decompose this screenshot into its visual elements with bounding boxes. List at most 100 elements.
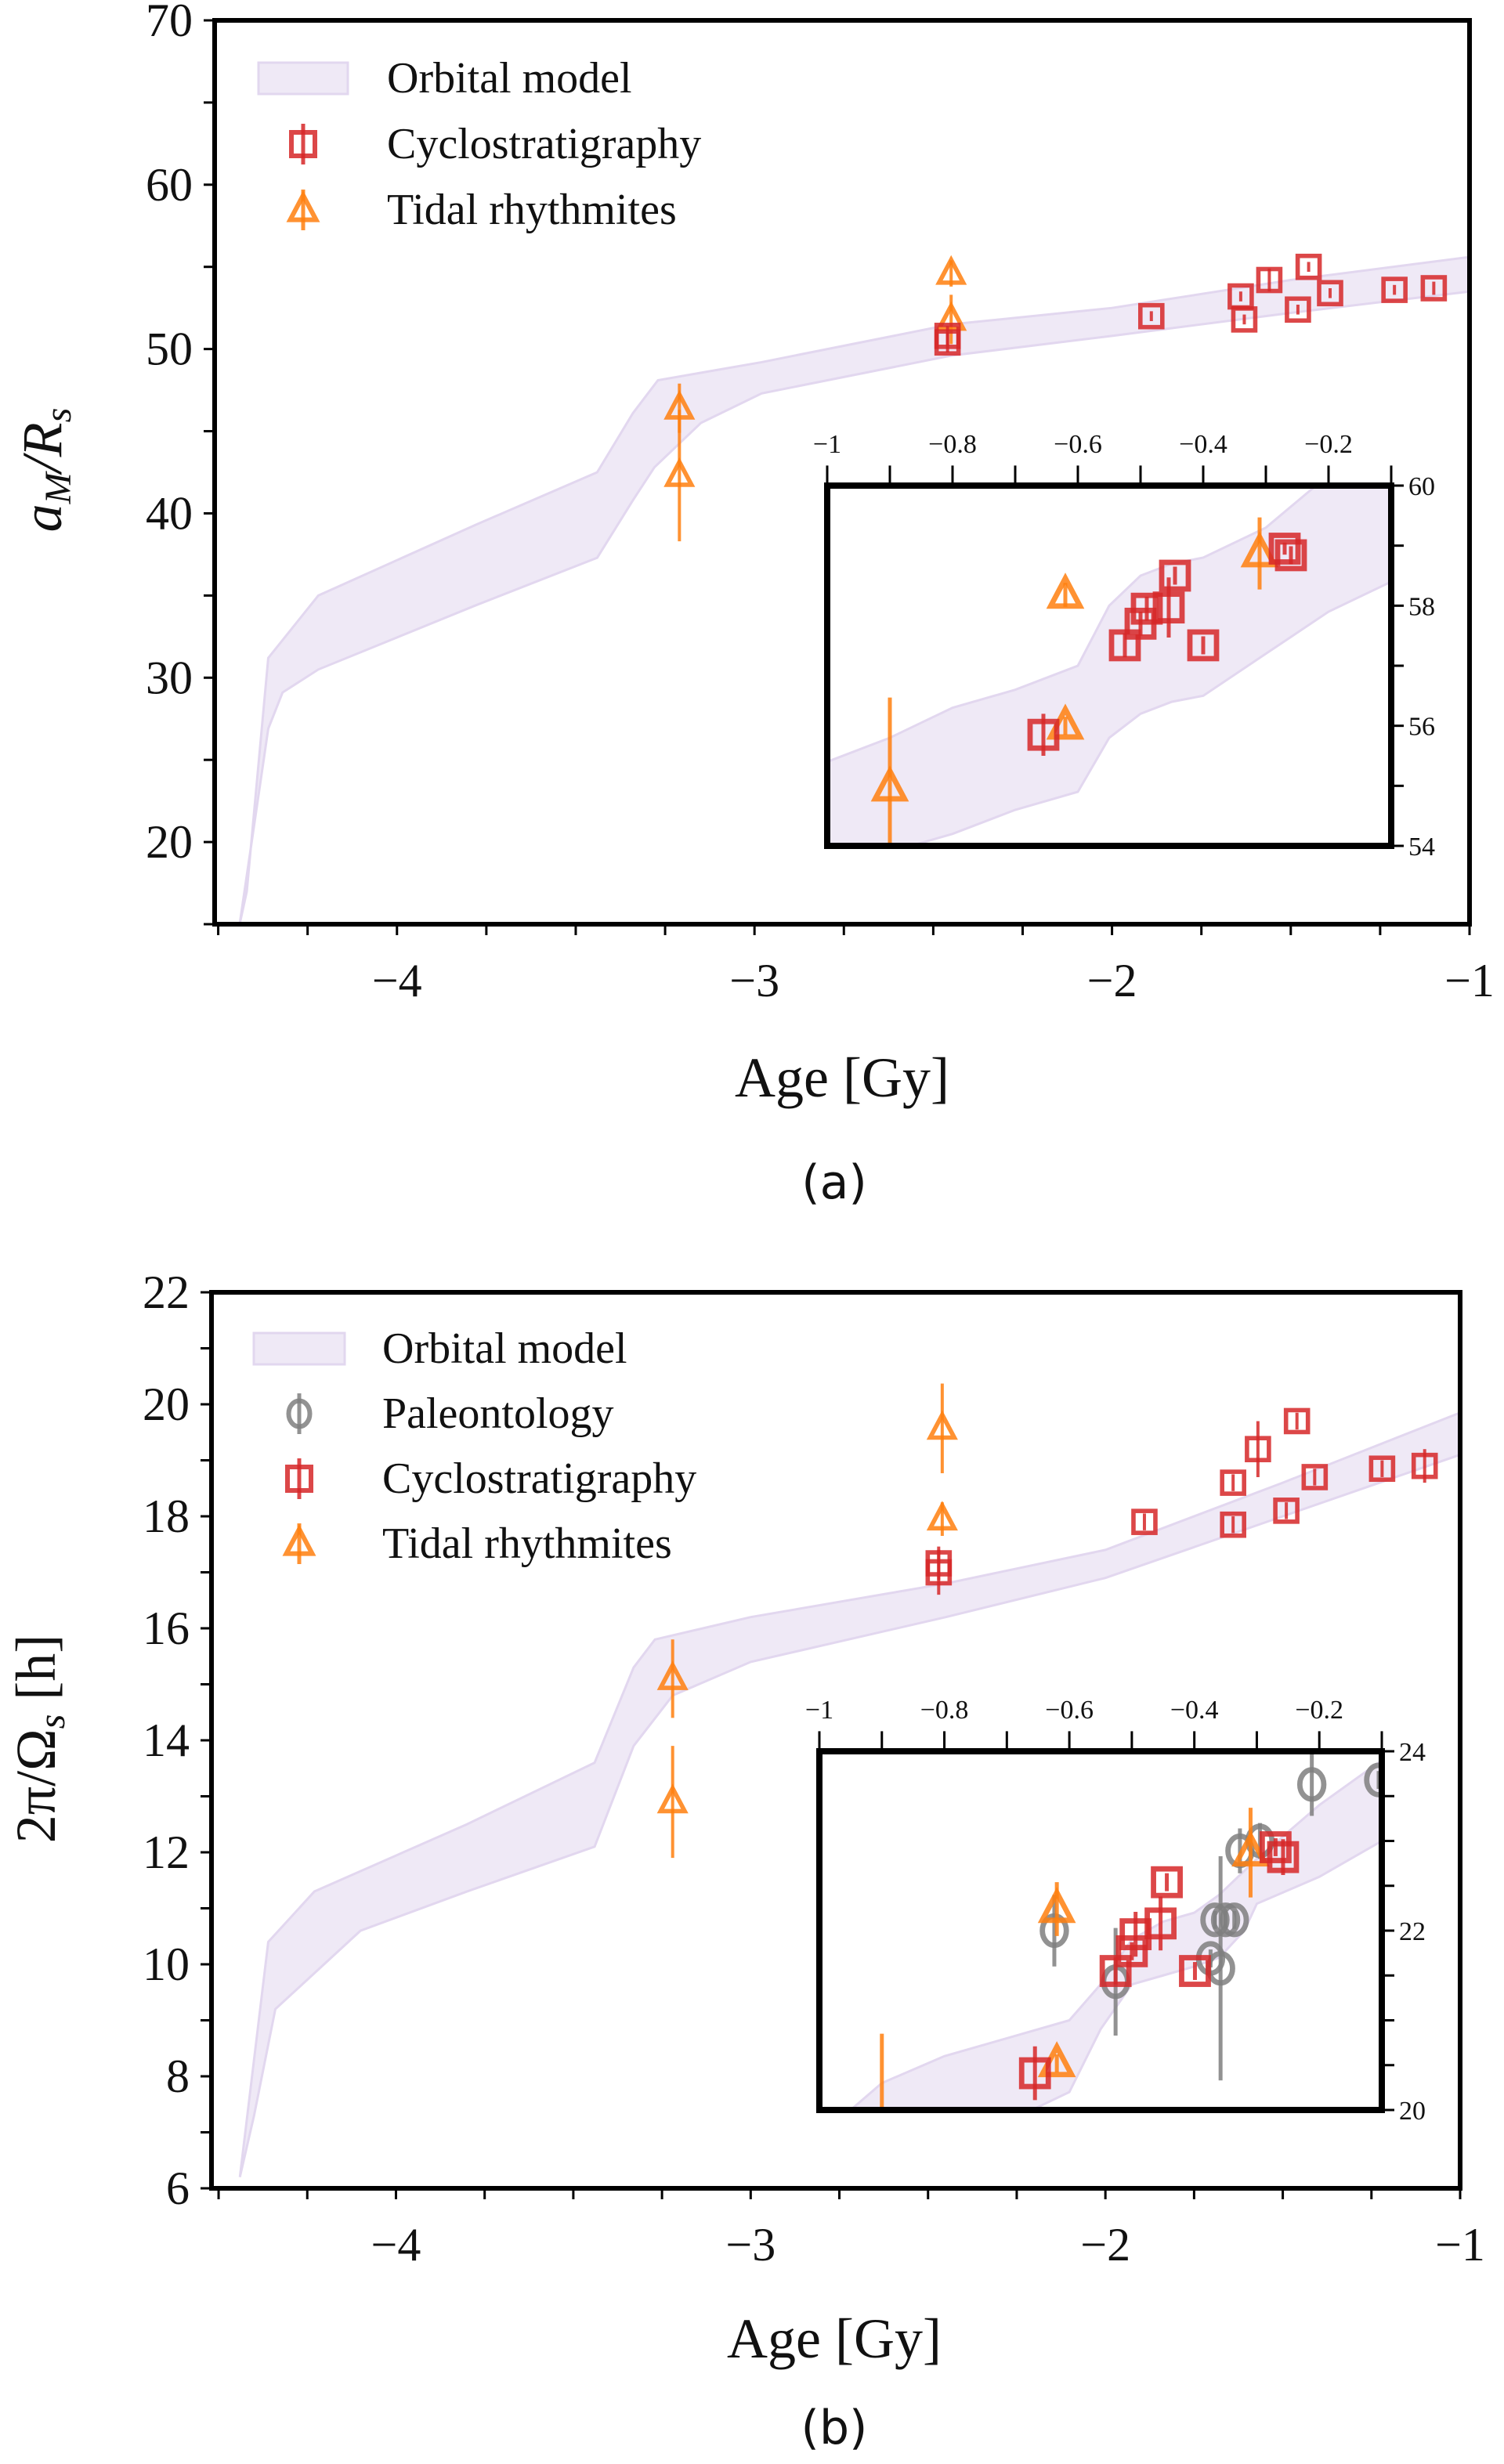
y-tick-label: 14 — [143, 1714, 190, 1766]
cyclo-point — [1179, 1955, 1211, 1987]
plot-area — [827, 486, 1391, 846]
paleo-point — [1210, 1902, 1241, 1938]
y-axis-label: 2π/Ωs [h] — [5, 1635, 73, 1844]
cyclo-point — [925, 1559, 953, 1586]
y-tick-label: 12 — [143, 1826, 190, 1878]
panel-a: −4 −3 −2 −1 20 30 40 50 60 70 −1 −0.8 −0.6 −0.4 −0.2 54… — [11, 0, 1495, 1210]
tidal-point — [935, 255, 967, 285]
cyclo-point — [1267, 1841, 1300, 1873]
legend-marker — [289, 130, 317, 158]
x-tick-label: −0.2 — [1304, 430, 1353, 459]
legend-marker — [286, 1398, 313, 1429]
legend-label: Cyclostratigraphy — [387, 120, 701, 168]
cyclo-point — [1420, 275, 1448, 302]
y-tick-label: 58 — [1408, 592, 1435, 621]
cyclo-point — [1274, 539, 1307, 572]
cyclo-point — [1099, 1955, 1132, 1987]
x-tick-label: −1 — [805, 1696, 833, 1725]
x-tick-label: −0.6 — [1045, 1696, 1094, 1725]
y-tick-label: 20 — [1399, 2097, 1426, 2126]
legend-item-band: Orbital model — [257, 54, 632, 103]
y-tick-label: 10 — [143, 1938, 190, 1990]
y-tick-label: 16 — [143, 1602, 190, 1654]
tidal-point — [656, 1660, 689, 1690]
legend-label: Paleontology — [382, 1389, 614, 1438]
tidal-point — [663, 457, 696, 487]
main-axes: −4 −3 −2 −1 20 30 40 50 60 70 — [146, 0, 1495, 1006]
cyclo-point — [1151, 1866, 1183, 1899]
legend-label: Tidal rhythmites — [387, 186, 677, 234]
x-tick-label: −0.4 — [1170, 1696, 1219, 1725]
legend-band-swatch — [252, 1331, 346, 1366]
tidal-point — [656, 1783, 689, 1814]
x-tick-label: −4 — [371, 2219, 421, 2271]
cyclo-point — [1144, 1907, 1177, 1940]
x-axis-label: Age [Gy] — [727, 2307, 942, 2370]
inset-axes: −1 −0.8 −0.6 −0.4 −0.2 54 56 58 60 — [813, 430, 1435, 862]
y-tick-label: 50 — [146, 323, 193, 375]
cyclo-point — [1256, 266, 1283, 294]
cyclo-point — [1152, 591, 1185, 624]
cyclo-point — [1301, 1464, 1329, 1490]
legend-item-band: Orbital model — [252, 1324, 627, 1373]
legend-item-cyclo: Cyclostratigraphy — [285, 1454, 696, 1503]
paleo-point — [1296, 1767, 1327, 1802]
cyclo-point — [1027, 718, 1060, 751]
axes-frame — [212, 18, 1472, 927]
cyclo-point — [1159, 559, 1191, 592]
y-axis-label-part: /R — [11, 422, 74, 475]
x-tick-label: −1 — [1435, 2219, 1485, 2271]
cyclo-point — [1283, 1407, 1311, 1435]
tidal-point — [1240, 531, 1279, 568]
orbital-model-band — [848, 1758, 1382, 2110]
y-tick-label: 56 — [1408, 713, 1435, 742]
x-tick-label: −0.4 — [1179, 430, 1227, 459]
y-tick-label: 40 — [146, 487, 193, 539]
tidal-point — [867, 2130, 896, 2157]
y-axis-label-part: a — [11, 504, 74, 532]
cyclo-point — [1130, 592, 1163, 625]
x-tick-label: −2 — [1087, 955, 1137, 1006]
orbital-model-band — [827, 486, 1391, 846]
legend-marker — [286, 190, 320, 222]
cyclo-point — [1259, 1831, 1292, 1863]
y-tick-label: 60 — [1408, 472, 1435, 501]
cyclo-point — [1245, 1436, 1271, 1462]
y-tick-label: 6 — [166, 2162, 190, 2214]
cyclo-point — [1115, 1935, 1148, 1967]
legend: Orbital model Paleontology Cyclostratigrap… — [252, 1324, 696, 1568]
x-tick-label: −0.6 — [1054, 430, 1102, 459]
inset-background — [819, 1751, 1382, 2110]
y-tick-label: 54 — [1408, 833, 1435, 862]
main-axes: −4 −3 −2 −1 6 8 10 12 14 16 18 20 22 — [143, 1266, 1485, 2271]
tidal-point — [1037, 1887, 1076, 1924]
tidal-point — [1231, 1830, 1270, 1867]
legend: Orbital model Cyclostratigraphy Tidal rhyt… — [257, 54, 701, 234]
cyclo-point — [1381, 276, 1408, 303]
cyclo-point — [1295, 253, 1322, 280]
cyclo-point — [1317, 280, 1343, 307]
y-tick-label: 22 — [143, 1266, 190, 1318]
x-tick-label: −1 — [1444, 955, 1495, 1006]
cyclo-point — [1411, 1452, 1438, 1479]
cyclo-point — [1131, 1508, 1158, 1535]
plot-area — [238, 1383, 1460, 2178]
orbital-model-band — [238, 1411, 1460, 2178]
legend-item-tidal: Tidal rhythmites — [286, 186, 677, 234]
y-axis-label-part: 2π/Ω — [5, 1729, 67, 1843]
legend-item-paleo: Paleontology — [286, 1389, 614, 1438]
cyclo-point — [1187, 629, 1220, 662]
y-axis-label-part: [h] — [5, 1635, 67, 1714]
y-tick-label: 8 — [166, 2050, 190, 2102]
tidal-point — [926, 1410, 958, 1440]
legend-band-swatch — [257, 61, 349, 96]
x-tick-label: −3 — [729, 955, 779, 1006]
legend-item-cyclo: Cyclostratigraphy — [289, 120, 701, 168]
x-tick-label: −1 — [813, 430, 841, 459]
x-tick-label: −3 — [725, 2219, 776, 2271]
orbital-model-band — [238, 255, 1470, 924]
cyclo-point — [1268, 533, 1301, 565]
tidal-point — [926, 1501, 958, 1531]
legend-label: Orbital model — [382, 1324, 627, 1373]
